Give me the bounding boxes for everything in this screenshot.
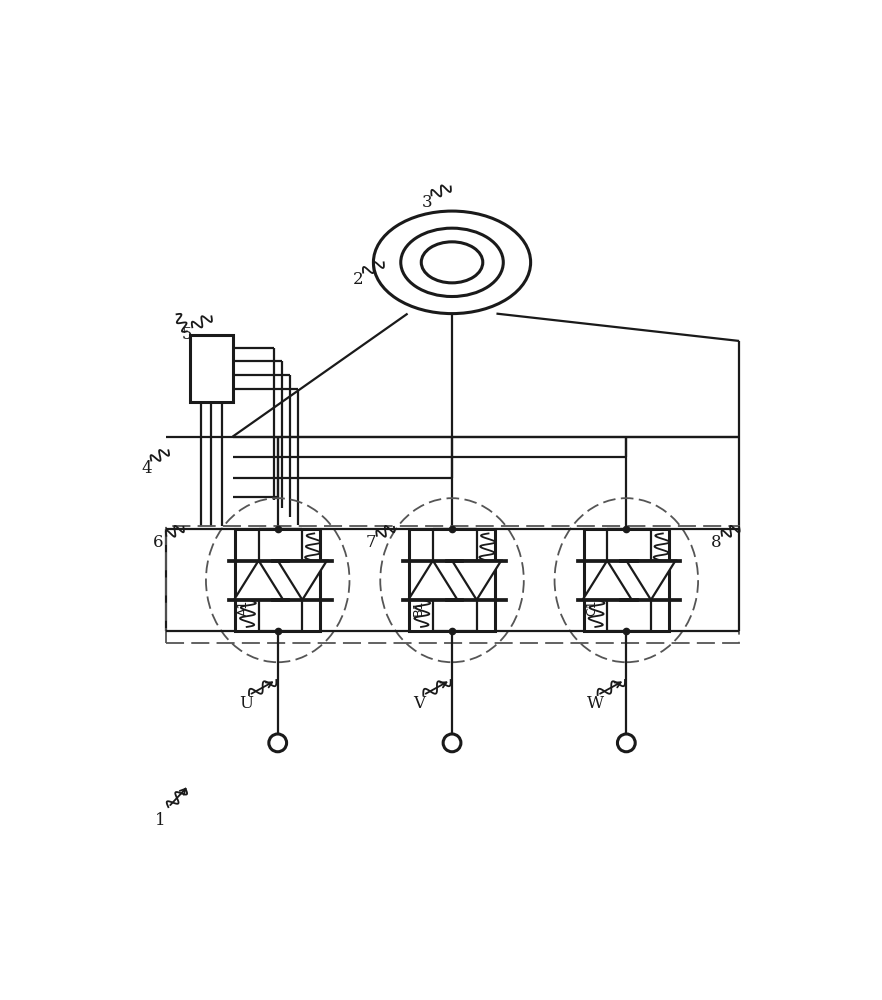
FancyBboxPatch shape bbox=[409, 529, 495, 631]
Text: 1: 1 bbox=[154, 812, 165, 829]
Polygon shape bbox=[408, 561, 458, 600]
Text: U: U bbox=[239, 695, 253, 712]
Circle shape bbox=[617, 734, 635, 752]
Text: V: V bbox=[413, 695, 425, 712]
Text: B2: B2 bbox=[481, 562, 493, 578]
Text: 2: 2 bbox=[353, 271, 363, 288]
Circle shape bbox=[269, 734, 287, 752]
Text: B1: B1 bbox=[411, 599, 424, 616]
Polygon shape bbox=[626, 561, 676, 600]
FancyBboxPatch shape bbox=[191, 335, 233, 402]
Text: A1: A1 bbox=[237, 599, 250, 616]
Polygon shape bbox=[583, 561, 632, 600]
Polygon shape bbox=[278, 561, 327, 600]
Text: C2: C2 bbox=[654, 562, 668, 578]
Text: 6: 6 bbox=[153, 534, 163, 551]
Text: C1: C1 bbox=[586, 599, 599, 616]
Text: 3: 3 bbox=[422, 194, 432, 211]
Text: 7: 7 bbox=[366, 534, 377, 551]
Text: 5: 5 bbox=[182, 326, 192, 343]
Text: 4: 4 bbox=[141, 460, 152, 477]
FancyBboxPatch shape bbox=[235, 529, 320, 631]
Polygon shape bbox=[452, 561, 501, 600]
Text: W: W bbox=[587, 695, 604, 712]
Text: A2: A2 bbox=[306, 562, 319, 578]
Circle shape bbox=[443, 734, 461, 752]
FancyBboxPatch shape bbox=[584, 529, 669, 631]
Polygon shape bbox=[234, 561, 283, 600]
Text: 8: 8 bbox=[710, 534, 721, 551]
